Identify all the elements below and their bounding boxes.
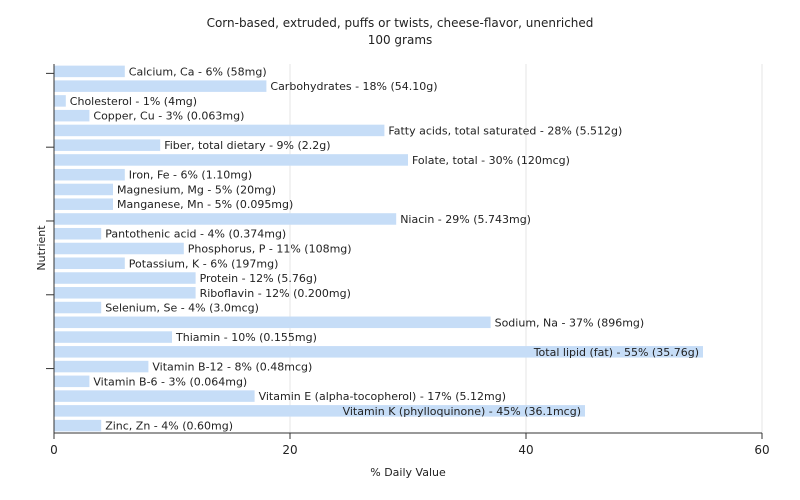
bar-label: Potassium, K - 6% (197mg) xyxy=(129,257,279,270)
bar-label: Fiber, total dietary - 9% (2.2g) xyxy=(164,139,330,152)
bar-label: Phosphorus, P - 11% (108mg) xyxy=(188,243,352,256)
bar-label: Iron, Fe - 6% (1.10mg) xyxy=(129,169,252,182)
bars: Calcium, Ca - 6% (58mg)Carbohydrates - 1… xyxy=(54,65,703,433)
bar-label: Vitamin B-6 - 3% (0.064mg) xyxy=(93,375,247,388)
bar-label: Pantothenic acid - 4% (0.374mg) xyxy=(105,228,286,241)
grid xyxy=(289,64,763,433)
x-tick-label: 20 xyxy=(282,443,297,457)
bar xyxy=(54,227,102,240)
bar xyxy=(54,331,172,343)
bar xyxy=(54,257,125,270)
bar-label: Manganese, Mn - 5% (0.095mg) xyxy=(117,198,293,211)
bar xyxy=(54,198,113,210)
bar xyxy=(54,168,125,181)
y-axis-title: Nutrient xyxy=(35,225,48,271)
bar-label: Magnesium, Mg - 5% (20mg) xyxy=(117,183,276,196)
bar xyxy=(54,316,491,329)
bar-label: Riboflavin - 12% (0.200mg) xyxy=(200,287,351,300)
bar-label: Fatty acids, total saturated - 28% (5.51… xyxy=(388,124,622,137)
bar xyxy=(54,213,397,225)
bar-label: Vitamin K (phylloquinone) - 45% (36.1mcg… xyxy=(343,405,581,418)
bar xyxy=(54,405,585,417)
bar xyxy=(54,109,90,122)
bar-label: Cholesterol - 1% (4mg) xyxy=(70,95,197,108)
x-tick-label: 60 xyxy=(754,443,769,457)
bar xyxy=(54,419,102,432)
bar xyxy=(54,80,267,92)
bar-label: Vitamin E (alpha-tocopherol) - 17% (5.12… xyxy=(259,390,506,403)
bar xyxy=(54,95,66,107)
bar-label: Calcium, Ca - 6% (58mg) xyxy=(129,65,267,78)
bar xyxy=(54,287,196,299)
bar-label: Vitamin B-12 - 8% (0.48mcg) xyxy=(152,361,312,374)
bar xyxy=(54,360,149,373)
bar xyxy=(54,242,184,255)
bar xyxy=(54,272,196,284)
bar-label: Sodium, Na - 37% (896mg) xyxy=(495,316,645,329)
bar xyxy=(54,183,113,196)
x-tick-label: 0 xyxy=(50,443,58,457)
chart-title: Corn-based, extruded, puffs or twists, c… xyxy=(207,16,594,30)
bar-label: Thiamin - 10% (0.155mg) xyxy=(175,331,317,344)
bar xyxy=(54,375,90,388)
axes: 0 20 40 60 xyxy=(46,64,770,457)
bar xyxy=(54,390,255,402)
x-tick-label: 40 xyxy=(518,443,533,457)
bar xyxy=(54,301,102,314)
bar-label: Zinc, Zn - 4% (0.60mg) xyxy=(105,420,233,433)
bar xyxy=(54,124,385,137)
bar-label: Copper, Cu - 3% (0.063mg) xyxy=(93,110,244,123)
bar-label: Total lipid (fat) - 55% (35.76g) xyxy=(533,346,699,359)
bar-label: Carbohydrates - 18% (54.10g) xyxy=(270,80,437,93)
bar-label: Niacin - 29% (5.743mg) xyxy=(400,213,531,226)
bar-label: Selenium, Se - 4% (3.0mcg) xyxy=(105,302,259,315)
chart-subtitle: 100 grams xyxy=(368,33,433,47)
bar-label: Protein - 12% (5.76g) xyxy=(200,272,318,285)
bar xyxy=(54,154,408,166)
bar xyxy=(54,65,125,78)
bar-label: Folate, total - 30% (120mcg) xyxy=(412,154,570,167)
x-axis-title: % Daily Value xyxy=(370,466,446,479)
bar xyxy=(54,139,161,151)
bar xyxy=(54,346,703,358)
